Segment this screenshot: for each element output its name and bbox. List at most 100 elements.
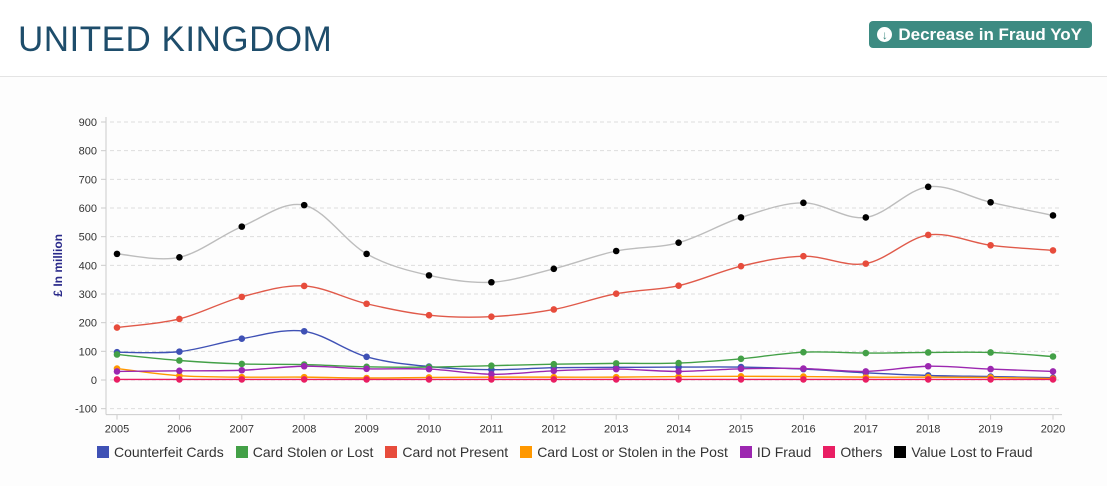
y-tick-label: 700 [79,174,97,186]
data-point-id-fraud [238,366,246,374]
legend-swatch [520,446,533,458]
data-point-value-lost-to-fraud [176,254,183,261]
data-point-value-lost-to-fraud [363,250,370,258]
data-point-value-lost-to-fraud [737,214,745,221]
y-tick-label: 400 [79,260,97,272]
legend-item-card-lost-or-stolen-in-the-post[interactable]: Card Lost or Stolen in the Post [520,444,728,460]
data-point-card-not-present [238,293,246,301]
legend-label: Card not Present [402,444,509,460]
data-point-counterfeit-cards [238,335,246,343]
data-point-others [675,376,682,383]
y-axis-label: £ In million [51,234,65,297]
data-point-card-not-present [612,290,620,298]
data-point-id-fraud [425,365,433,373]
y-tick-label: 500 [79,232,97,244]
data-point-id-fraud [176,367,183,375]
legend-item-id-fraud[interactable]: ID Fraud [739,444,812,460]
data-point-id-fraud [800,365,807,372]
data-point-card-stolen-or-lost [113,351,121,358]
data-point-id-fraud [113,368,121,375]
legend-item-card-not-present[interactable]: Card not Present [385,444,508,460]
data-point-counterfeit-cards [363,353,370,361]
legend-swatch [894,446,907,458]
data-point-value-lost-to-fraud [1049,212,1057,219]
x-tick-label: 2015 [729,424,753,436]
legend-label: Counterfeit Cards [114,444,224,460]
legend-label: Value Lost to Fraud [911,444,1033,460]
decrease-in-fraud-badge[interactable]: ↓ Decrease in Fraud YoY [869,21,1092,48]
data-point-others [550,376,558,383]
x-tick-label: 2009 [354,424,378,436]
data-point-value-lost-to-fraud [800,199,807,207]
data-point-value-lost-to-fraud [862,214,870,221]
legend-item-counterfeit-cards[interactable]: Counterfeit Cards [97,444,224,460]
data-point-value-lost-to-fraud [425,272,433,279]
data-point-value-lost-to-fraud [113,250,121,258]
data-point-id-fraud [363,365,370,373]
data-point-others [924,376,932,383]
data-point-id-fraud [300,362,308,370]
legend-item-card-stolen-or-lost[interactable]: Card Stolen or Lost [235,444,373,460]
x-tick-label: 2005 [105,424,129,436]
series-line-counterfeit-cards [116,329,1054,379]
data-point-value-lost-to-fraud [488,278,495,286]
data-point-others [176,376,183,383]
y-tick-label: 0 [91,375,97,387]
series-line-value-lost-to-fraud [116,185,1054,284]
data-point-card-not-present [550,306,558,313]
y-tick-label: 900 [79,117,97,129]
data-point-id-fraud [612,365,620,373]
x-tick-label: 2018 [916,424,940,436]
data-point-others [1049,376,1057,383]
data-point-id-fraud [488,370,495,378]
data-point-others [425,376,433,383]
x-tick-label: 2010 [417,424,441,436]
x-tick-label: 2016 [791,424,815,436]
legend-label: ID Fraud [756,444,812,460]
series-line-id-fraud [116,365,1054,375]
legend-item-others[interactable]: Others [823,444,882,460]
legend-swatch [385,446,398,458]
data-point-others [800,376,807,383]
y-tick-label: 800 [79,146,97,158]
data-point-value-lost-to-fraud [924,183,932,191]
data-point-card-not-present [300,282,308,290]
x-tick-label: 2012 [542,424,566,436]
legend-item-value-lost-to-fraud[interactable]: Value Lost to Fraud [894,444,1033,460]
data-point-card-stolen-or-lost [924,349,932,356]
legend-swatch [823,446,836,458]
legend-label: Card Lost or Stolen in the Post [537,444,728,460]
data-point-card-not-present [1049,247,1057,254]
data-point-value-lost-to-fraud [300,201,308,209]
data-point-card-not-present [862,260,870,267]
data-point-counterfeit-cards [176,348,183,355]
series-line-card-stolen-or-lost [116,351,1054,368]
data-point-id-fraud [737,365,745,373]
arrow-down-circle-icon: ↓ [877,27,893,42]
data-point-id-fraud [1049,368,1057,375]
data-point-id-fraud [550,367,558,375]
y-tick-label: 300 [79,289,97,301]
data-point-others [113,376,121,383]
data-point-card-not-present [176,315,183,323]
y-tick-label: 600 [79,203,97,215]
data-point-others [488,376,495,383]
x-tick-label: 2008 [292,424,316,436]
line-chart: -100 0 100 200 300 400 500 600 700 800 900 2005 2006… [51,117,1065,436]
data-point-others [862,376,870,383]
data-point-card-not-present [675,282,682,289]
badge-label: Decrease in Fraud YoY [898,24,1082,44]
data-point-card-stolen-or-lost [612,360,620,367]
x-tick-label: 2007 [230,424,254,436]
page-header: UNITED KINGDOM ↓ Decrease in Fraud YoY [0,0,1107,77]
data-point-value-lost-to-fraud [675,239,682,246]
data-point-card-not-present [987,241,994,249]
data-point-others [300,376,308,383]
data-point-card-not-present [737,262,745,270]
data-point-value-lost-to-fraud [550,265,558,273]
data-point-card-stolen-or-lost [550,360,558,368]
data-point-card-stolen-or-lost [238,360,246,368]
y-tick-label: -100 [75,404,97,416]
legend-swatch [97,446,109,458]
data-point-card-stolen-or-lost [176,357,183,364]
